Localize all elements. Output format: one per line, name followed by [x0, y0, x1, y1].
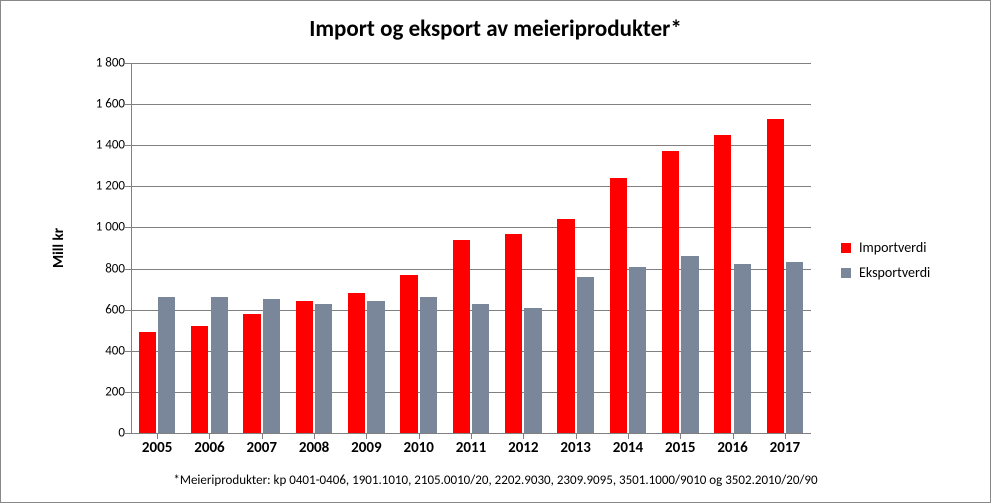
gridline — [131, 351, 811, 352]
legend: Importverdi Eksportverdi — [841, 231, 930, 289]
legend-swatch — [841, 268, 851, 278]
legend-item: Eksportverdi — [841, 264, 930, 281]
bar — [610, 178, 627, 433]
bar — [557, 219, 574, 433]
gridline — [131, 392, 811, 393]
chart-frame: Import og eksport av meieriprodukter* Mi… — [0, 0, 991, 503]
bar — [420, 297, 437, 433]
gridline — [131, 104, 811, 105]
bar — [296, 301, 313, 433]
bar — [263, 299, 280, 433]
y-tick-label: 400 — [105, 343, 125, 358]
x-tick-label: 2005 — [142, 439, 172, 457]
legend-item: Importverdi — [841, 239, 930, 256]
bar — [577, 277, 594, 433]
legend-label: Importverdi — [859, 239, 926, 256]
bar — [767, 119, 784, 434]
x-tick-label: 2017 — [770, 439, 800, 457]
legend-label: Eksportverdi — [859, 264, 930, 281]
gridline — [131, 310, 811, 311]
plot-area: Mill kr 02004006008001 0001 2001 4001 60… — [131, 63, 811, 433]
bar — [472, 304, 489, 434]
bar — [348, 293, 365, 433]
bar — [211, 297, 228, 433]
bar — [158, 297, 175, 433]
x-tick-label: 2011 — [456, 439, 486, 457]
footnote: *Meieriprodukter: kp 0401-0406, 1901.101… — [1, 473, 990, 488]
x-tick-label: 2016 — [717, 439, 747, 457]
chart-title: Import og eksport av meieriprodukter* — [1, 1, 990, 43]
bar — [524, 308, 541, 433]
x-tick-label: 2015 — [665, 439, 695, 457]
y-tick-label: 1 600 — [96, 97, 125, 112]
bar — [315, 304, 332, 434]
gridline — [131, 269, 811, 270]
bar — [629, 267, 646, 434]
bar — [400, 275, 417, 433]
bar — [662, 151, 679, 433]
bar — [243, 314, 260, 433]
y-tick-label: 200 — [105, 384, 125, 399]
y-tick-label: 800 — [105, 261, 125, 276]
x-tick-label: 2012 — [508, 439, 538, 457]
gridline — [131, 63, 811, 64]
bar — [505, 234, 522, 433]
y-axis-label: Mill kr — [50, 228, 68, 268]
x-tick-label: 2014 — [613, 439, 643, 457]
x-tick-label: 2008 — [299, 439, 329, 457]
bar — [714, 135, 731, 433]
bar — [139, 332, 156, 433]
bar — [786, 262, 803, 433]
gridline — [131, 145, 811, 146]
x-tick-label: 2010 — [403, 439, 433, 457]
y-axis — [131, 63, 132, 433]
x-tick-label: 2013 — [560, 439, 590, 457]
y-tick-label: 1 800 — [96, 56, 125, 71]
bar — [734, 264, 751, 433]
gridline — [131, 186, 811, 187]
y-tick-label: 600 — [105, 302, 125, 317]
y-tick-label: 1 400 — [96, 138, 125, 153]
y-tick-label: 0 — [118, 426, 125, 441]
x-tick-label: 2006 — [194, 439, 224, 457]
legend-swatch — [841, 243, 851, 253]
bar — [367, 301, 384, 433]
bar — [681, 256, 698, 433]
bar — [453, 240, 470, 433]
bar — [191, 326, 208, 433]
y-tick-label: 1 000 — [96, 220, 125, 235]
gridline — [131, 227, 811, 228]
x-tick-label: 2007 — [247, 439, 277, 457]
x-tick-label: 2009 — [351, 439, 381, 457]
y-tick-label: 1 200 — [96, 179, 125, 194]
